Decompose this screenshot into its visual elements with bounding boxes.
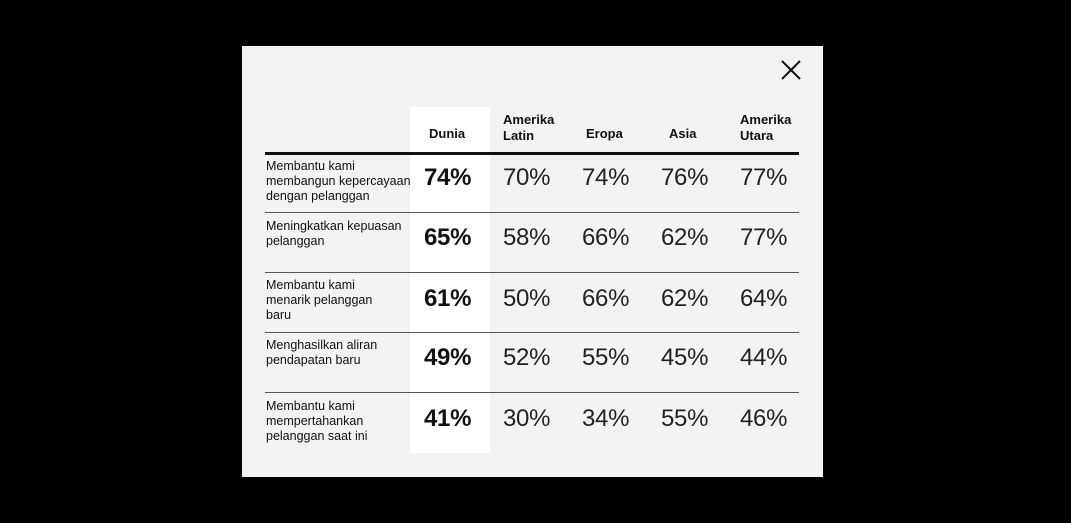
table-cell: 52% (503, 344, 551, 371)
column-header-europe: Eropa (586, 126, 623, 141)
table-cell-world: 74% (424, 164, 472, 191)
column-header-north-america: Amerika Utara (740, 112, 792, 143)
row-divider (265, 212, 799, 213)
row-label: Menghasilkan aliran pendapatan baru (266, 338, 378, 367)
row-label: Membantu kami menarik pelanggan baru (266, 278, 373, 322)
table-cell: 55% (661, 405, 709, 432)
table-cell: 58% (503, 224, 551, 251)
table-cell-world: 49% (424, 344, 472, 371)
table-cell: 77% (740, 164, 788, 191)
table-cell-world: 41% (424, 405, 472, 432)
row-label: Membantu kami mempertahankan pelanggan s… (266, 399, 368, 443)
row-divider (265, 392, 799, 393)
table-cell: 62% (661, 224, 709, 251)
world-column-highlight (410, 107, 490, 453)
table-cell: 66% (582, 285, 630, 312)
table-cell: 76% (661, 164, 709, 191)
row-label: Meningkatkan kepuasan pelanggan (266, 219, 402, 248)
row-label: Membantu kami membangun kepercayaan deng… (266, 159, 411, 203)
table-cell: 45% (661, 344, 709, 371)
table-cell: 55% (582, 344, 630, 371)
column-header-world: Dunia (429, 126, 466, 141)
table-cell: 46% (740, 405, 788, 432)
table-cell: 34% (582, 405, 630, 432)
table-cell: 44% (740, 344, 788, 371)
table-cell: 62% (661, 285, 709, 312)
table-cell: 77% (740, 224, 788, 251)
table-cell: 30% (503, 405, 551, 432)
column-header-asia: Asia (669, 126, 697, 141)
close-icon (781, 60, 801, 80)
table-cell: 64% (740, 285, 788, 312)
row-divider (265, 332, 799, 333)
table-cell: 66% (582, 224, 630, 251)
row-divider (265, 272, 799, 273)
table-cell: 74% (582, 164, 630, 191)
header-divider (265, 152, 799, 155)
close-button[interactable] (779, 58, 803, 82)
column-header-latin-america: Amerika Latin (503, 112, 555, 143)
table-cell-world: 61% (424, 285, 472, 312)
results-dialog: Dunia Amerika Latin Eropa Asia Amerika U… (242, 46, 823, 477)
table-cell: 50% (503, 285, 551, 312)
table-cell: 70% (503, 164, 551, 191)
table-cell-world: 65% (424, 224, 472, 251)
